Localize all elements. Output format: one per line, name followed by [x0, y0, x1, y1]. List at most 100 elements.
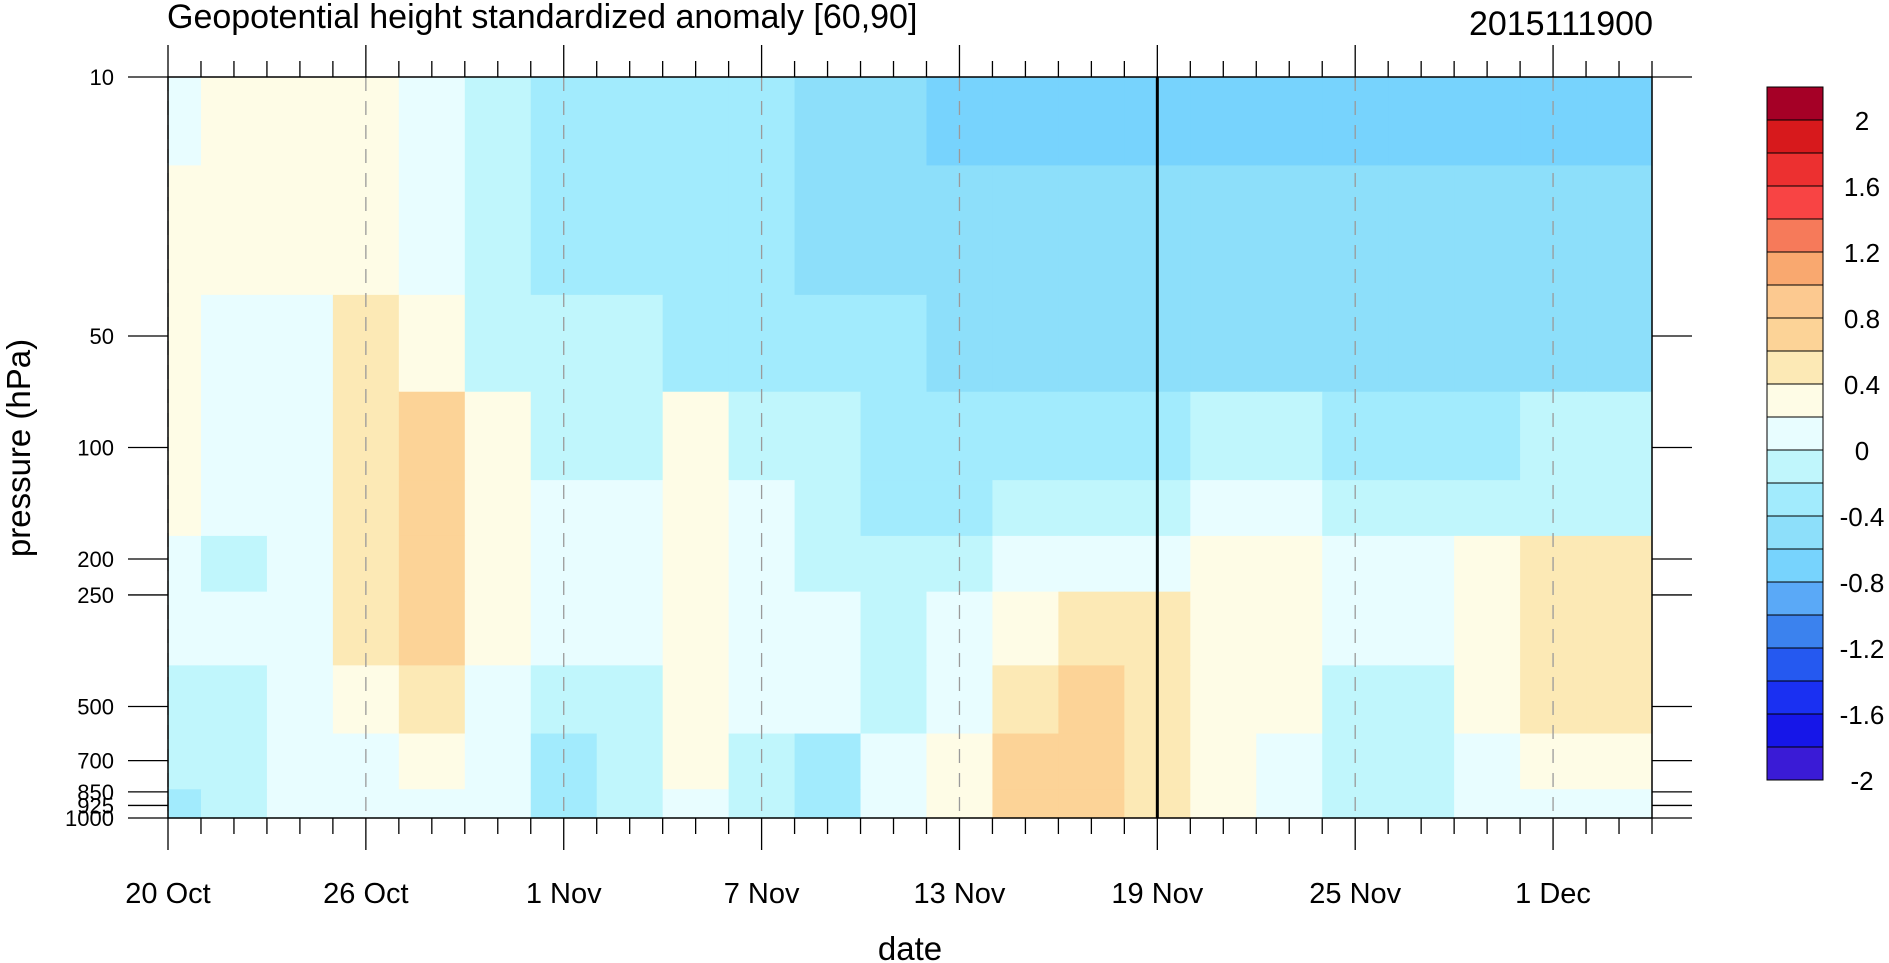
field-cell: [794, 733, 862, 790]
field-cell: [1058, 665, 1125, 735]
field-cell: [992, 789, 1059, 819]
colorbar-swatch: [1766, 581, 1824, 616]
field-cell: [266, 165, 334, 296]
field-cell: [1454, 789, 1521, 819]
field-cell: [794, 591, 862, 666]
field-cell: [794, 165, 862, 296]
y-tick-label: 500: [77, 694, 114, 719]
field-cell: [1058, 480, 1125, 537]
field-cell: [860, 294, 928, 393]
field-cell: [1586, 294, 1653, 393]
field-cell: [1586, 535, 1653, 593]
field-cell: [398, 591, 466, 666]
y-tick-label: 200: [77, 547, 114, 572]
field-cell: [266, 733, 334, 790]
field-cell: [168, 789, 202, 819]
field-cell: [200, 733, 268, 790]
field-cell: [398, 165, 466, 296]
field-cell: [1454, 391, 1521, 481]
x-tick-label: 13 Nov: [914, 878, 1006, 910]
y-tick-label: 100: [77, 436, 114, 461]
colorbar-swatch: [1766, 482, 1824, 517]
field-cell: [200, 391, 268, 481]
field-cell: [1256, 591, 1323, 666]
field-cell: [464, 591, 532, 666]
field-cell: [1058, 591, 1125, 666]
field-cell: [596, 294, 664, 393]
field-cell: [200, 591, 268, 666]
field-cell: [1586, 480, 1653, 537]
field-cell: [992, 391, 1059, 481]
x-tick-label: 25 Nov: [1309, 878, 1401, 910]
field-cell: [200, 77, 268, 166]
field-cell: [398, 665, 466, 735]
field-cell: [200, 665, 268, 735]
y-tick-label: 50: [90, 324, 114, 349]
field-cell: [1586, 733, 1653, 790]
field-cell: [168, 535, 202, 593]
field-cell: [1256, 789, 1323, 819]
field-cell: [992, 165, 1059, 296]
x-axis-label: date: [878, 930, 942, 963]
field-cell: [1388, 665, 1455, 735]
colorbar-swatch: [1766, 383, 1824, 418]
field-cell: [266, 294, 334, 393]
field-cell: [200, 480, 268, 537]
field-cell: [200, 165, 268, 296]
field-cell: [1058, 165, 1125, 296]
field-cell: [1388, 165, 1455, 296]
x-tick-label: 1 Nov: [526, 878, 602, 910]
field-cell: [596, 535, 664, 593]
field-cell: [1190, 165, 1257, 296]
field-cell: [860, 480, 928, 537]
y-tick-label: 925: [77, 793, 114, 818]
field-cell: [1058, 733, 1125, 790]
field-cell: [464, 391, 532, 481]
field-cell: [398, 733, 466, 790]
y-tick-label: 850: [77, 780, 114, 805]
colorbar-swatch: [1766, 515, 1824, 550]
field-cell: [1520, 665, 1587, 735]
field-cell: [596, 733, 664, 790]
field-cell: [860, 391, 928, 481]
field-cell: [1256, 165, 1323, 296]
colorbar-swatch: [1766, 350, 1824, 385]
field-cell: [200, 294, 268, 393]
field-cell: [1256, 733, 1323, 790]
field-cell: [662, 77, 730, 166]
field-cell: [1058, 391, 1125, 481]
colorbar-swatch: [1766, 119, 1824, 154]
field-cell: [1388, 294, 1455, 393]
field-cell: [1190, 480, 1257, 537]
field-cell: [1190, 77, 1257, 166]
field-cell: [464, 77, 532, 166]
colorbar-label: 0: [1855, 436, 1869, 466]
field-cell: [596, 591, 664, 666]
field-cell: [1454, 591, 1521, 666]
colorbar-label: 1.2: [1844, 238, 1880, 268]
colorbar-label: -0.4: [1840, 502, 1885, 532]
field-cell: [1388, 733, 1455, 790]
field-cell: [662, 165, 730, 296]
field-cell: [1256, 294, 1323, 393]
field-cell: [794, 294, 862, 393]
field-cell: [1058, 294, 1125, 393]
field-cell: [168, 391, 202, 481]
field-cell: [662, 789, 730, 819]
field-cell: [860, 665, 928, 735]
field-cell: [1454, 535, 1521, 593]
field-cell: [1256, 391, 1323, 481]
colorbar-swatch: [1766, 713, 1824, 748]
field-cell: [1454, 294, 1521, 393]
field-cell: [1586, 665, 1653, 735]
colorbar-swatch: [1766, 86, 1824, 121]
field-cell: [200, 789, 268, 819]
y-tick-label: 1000: [65, 806, 114, 831]
field-cell: [1058, 535, 1125, 593]
field-cell: [398, 294, 466, 393]
field-cell: [1190, 391, 1257, 481]
y-tick-label: 10: [90, 65, 114, 90]
field-cell: [464, 733, 532, 790]
field-cell: [1256, 665, 1323, 735]
field-cell: [398, 535, 466, 593]
